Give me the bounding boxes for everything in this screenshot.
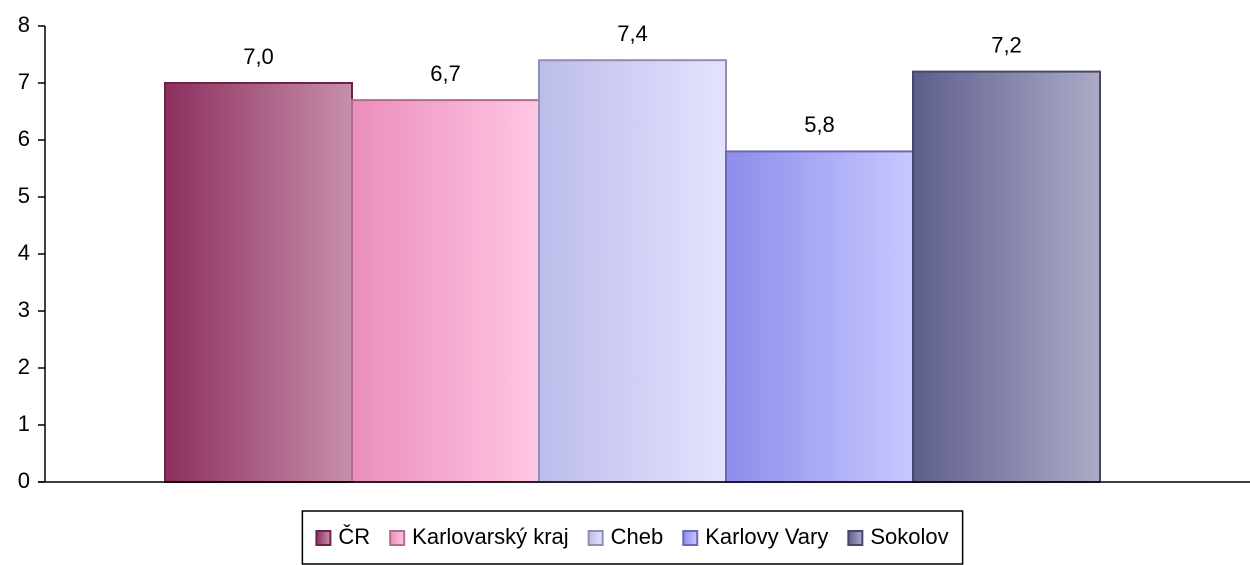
- bar: [725, 150, 914, 483]
- legend-swatch: [587, 530, 604, 546]
- value-label: 5,8: [804, 112, 835, 137]
- legend-label: Sokolov: [870, 524, 948, 549]
- legend-swatch: [315, 530, 332, 546]
- y-tick-label: 6: [18, 126, 30, 151]
- y-tick-label: 3: [18, 297, 30, 322]
- legend-swatch: [389, 530, 406, 546]
- y-tick-label: 1: [18, 411, 30, 436]
- legend-label: ČR: [338, 524, 370, 549]
- y-tick-label: 4: [18, 240, 30, 265]
- bar: [351, 99, 540, 483]
- bar: [164, 82, 353, 483]
- bar: [912, 70, 1101, 483]
- value-label: 7,0: [243, 44, 274, 69]
- y-tick-label: 0: [18, 468, 30, 493]
- legend: ČR Karlovarský kraj Cheb Karlovy Vary Sokolo…: [301, 510, 964, 565]
- legend-swatch: [847, 530, 864, 546]
- legend-swatch: [682, 530, 699, 546]
- value-label: 7,4: [617, 21, 648, 46]
- y-tick-label: 8: [18, 12, 30, 37]
- y-tick-label: 5: [18, 183, 30, 208]
- legend-label: Cheb: [611, 524, 664, 549]
- y-tick-label: 2: [18, 354, 30, 379]
- bar: [538, 59, 727, 483]
- legend-label: Karlovy Vary: [705, 524, 828, 549]
- value-label: 7,2: [991, 32, 1022, 57]
- legend-label: Karlovarský kraj: [412, 524, 568, 549]
- value-label: 6,7: [430, 61, 461, 86]
- y-tick-label: 7: [18, 69, 30, 94]
